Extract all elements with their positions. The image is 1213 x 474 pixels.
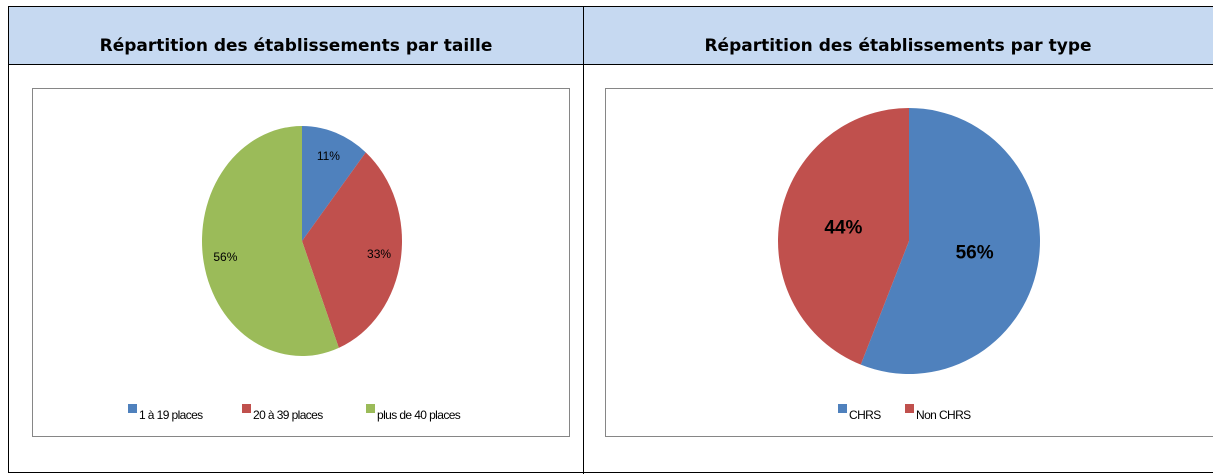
- legend-label: CHRS: [849, 408, 881, 422]
- data-label: 56%: [213, 250, 237, 264]
- legend-swatch: [128, 404, 137, 413]
- legend-swatch: [366, 404, 375, 413]
- pie-slice: [302, 126, 366, 241]
- pie-slice: [302, 152, 402, 348]
- legend-swatch: [242, 404, 251, 413]
- pie-slice: [778, 108, 909, 365]
- legend-swatch: [905, 404, 914, 413]
- legend-label: Non CHRS: [916, 408, 971, 422]
- data-label: 56%: [956, 243, 994, 264]
- legend-label: plus de 40 places: [377, 408, 461, 422]
- data-label: 44%: [824, 217, 862, 238]
- legend-label: 20 à 39 places: [253, 408, 323, 422]
- header-row: [8, 6, 1213, 64]
- legend-label: 1 à 19 places: [139, 408, 203, 422]
- data-label: 11%: [317, 149, 340, 163]
- pie-slice: [202, 126, 339, 356]
- legend-swatch: [838, 404, 847, 413]
- chart-title: Répartition des établissements par type: [704, 36, 1091, 56]
- pie-slice: [860, 108, 1040, 374]
- data-label: 33%: [367, 247, 391, 261]
- chart-title: Répartition des établissements par taill…: [100, 36, 493, 56]
- table-border: [8, 6, 1213, 473]
